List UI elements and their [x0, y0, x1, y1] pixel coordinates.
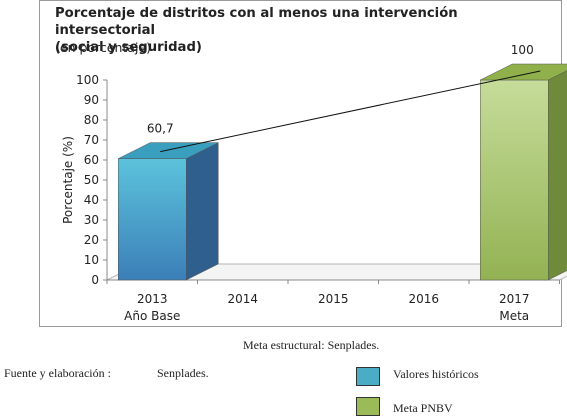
bar-front: [480, 79, 549, 281]
source-value: Senplades.: [157, 366, 209, 380]
bar-top: [480, 63, 567, 81]
trend-line: [160, 70, 541, 153]
y-tick-label: 80: [84, 113, 99, 127]
bar-top: [118, 142, 219, 159]
x-tick-label: 2016: [408, 292, 439, 306]
source-label: Fuente y elaboración :: [4, 366, 111, 380]
legend-swatch-goal: [356, 397, 380, 416]
data-label: 60,7: [147, 122, 174, 136]
chart-title-line1: Porcentaje de distritos con al menos una…: [55, 6, 458, 38]
bar-front: [118, 158, 187, 281]
legend-label-goal: Meta PNBV: [393, 401, 453, 415]
y-tick-label: 30: [84, 213, 99, 227]
x-tick-label: 2017: [499, 292, 530, 306]
x-tick-sublabel: Año Base: [124, 309, 180, 323]
legend-label-historical: Valores históricos: [393, 367, 479, 381]
y-tick-label: 100: [76, 73, 99, 87]
caption-text: Meta estructural: Senplades.: [243, 338, 380, 352]
y-tick-label: 40: [84, 193, 99, 207]
y-tick-label: 20: [84, 233, 99, 247]
x-tick-label: 2015: [318, 292, 349, 306]
bar-side: [186, 142, 219, 281]
chart-title: Porcentaje de distritos con al menos una…: [55, 5, 545, 56]
x-tick-sublabel: Meta: [499, 309, 529, 323]
y-tick-label: 50: [84, 173, 99, 187]
y-axis-label: Porcentaje (%): [61, 136, 75, 224]
chart-title-line2: (social y seguridad): [55, 40, 202, 55]
y-tick-label: 0: [91, 273, 99, 287]
x-tick-label: 2014: [227, 292, 258, 306]
data-label: 100: [511, 43, 534, 57]
chart-subtitle: (en porcentaje): [55, 40, 151, 55]
x-tick-label: 2013: [137, 292, 168, 306]
y-tick-label: 10: [84, 253, 99, 267]
y-tick-label: 90: [84, 93, 99, 107]
bar-side: [548, 70, 567, 281]
y-tick-label: 70: [84, 133, 99, 147]
legend-swatch-historical: [356, 367, 380, 386]
y-tick-label: 60: [84, 153, 99, 167]
chart-plot: 0 10 20 30 40 50 60 70 80 90 100 Porcentaje (%) 2013…: [61, 43, 567, 323]
